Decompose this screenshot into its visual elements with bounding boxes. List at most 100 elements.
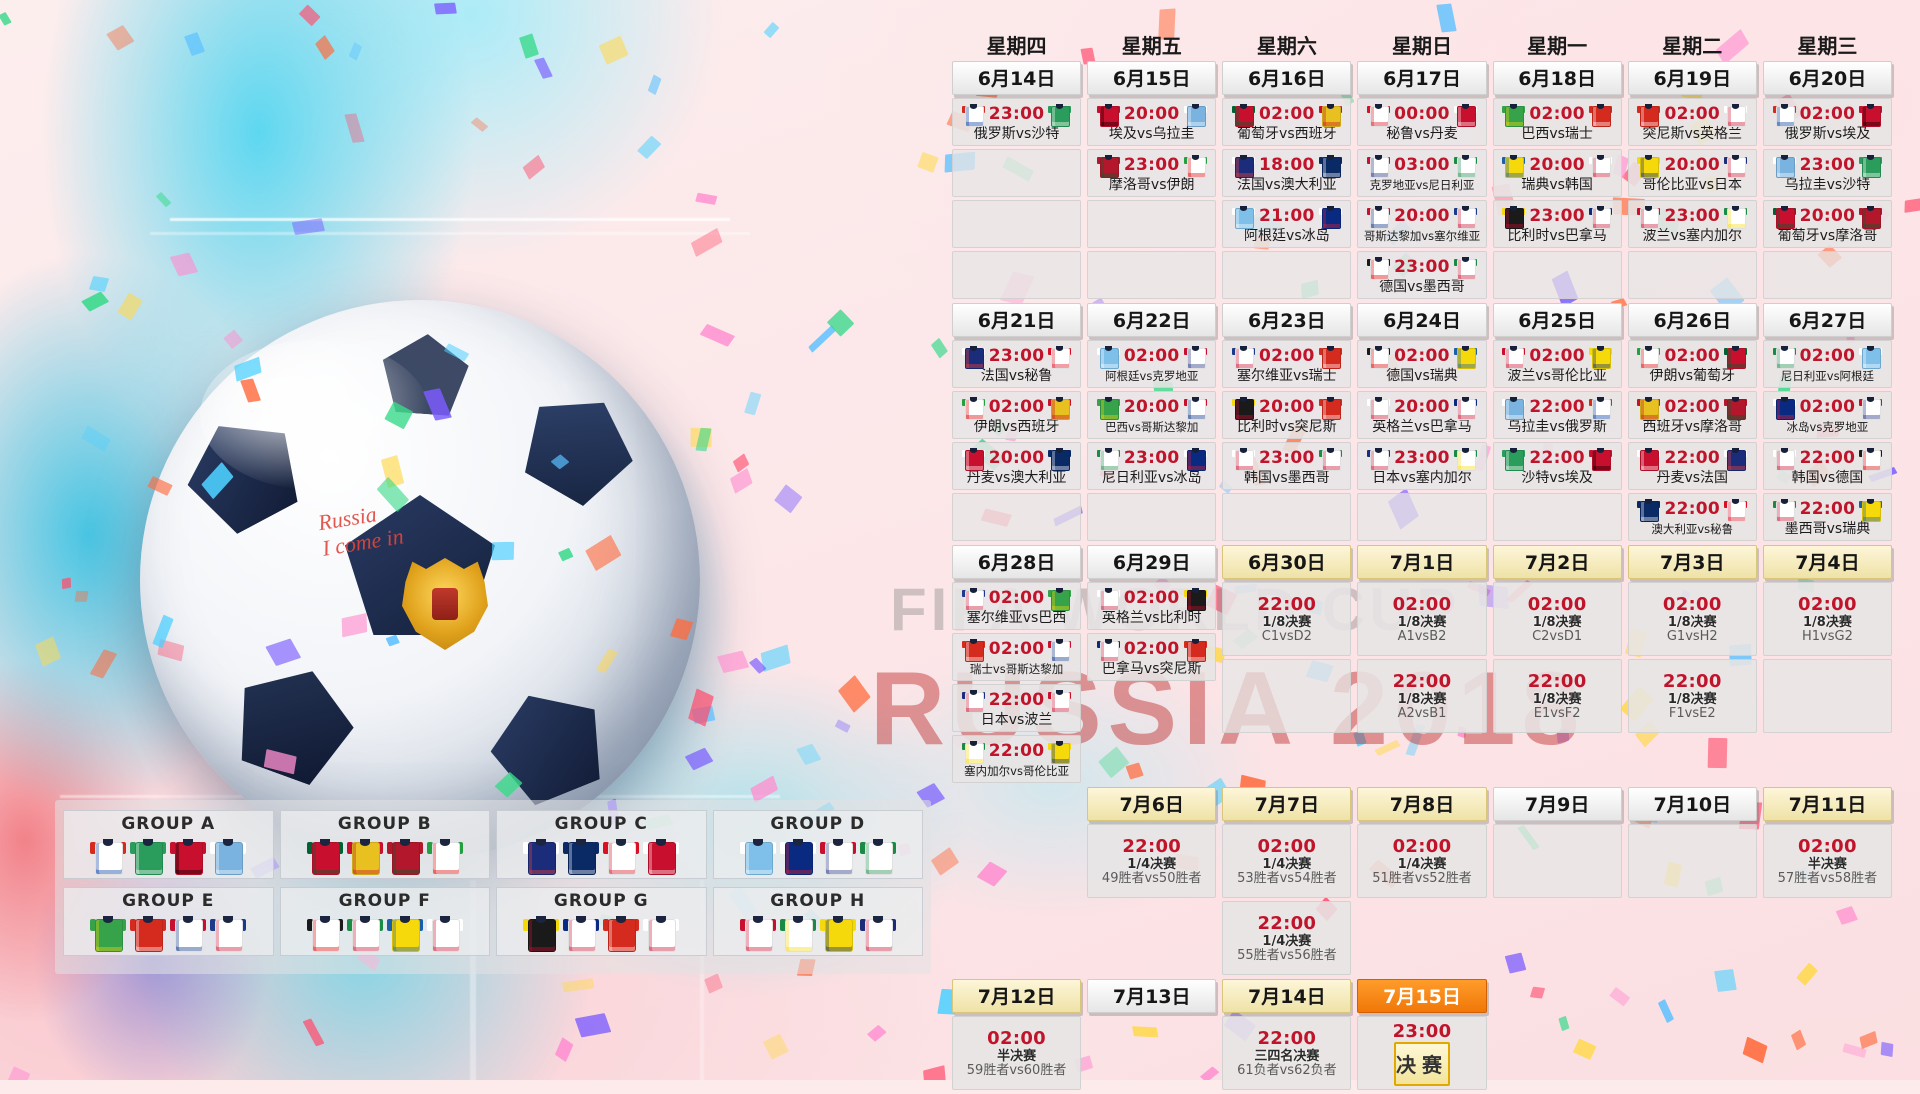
date-header-6月14日[interactable]: 6月14日 <box>952 61 1082 95</box>
group-box-group-b[interactable]: GROUP B <box>279 810 490 879</box>
match-cell[interactable]: 22:00 韩国vs德国 <box>1762 442 1892 490</box>
match-cell[interactable]: 22:00 乌拉圭vs俄罗斯 <box>1492 391 1622 439</box>
date-header-7月14日[interactable]: 7月14日 <box>1222 979 1352 1013</box>
match-cell[interactable]: 02:00 塞尔维亚vs瑞士 <box>1222 340 1352 388</box>
match-cell[interactable]: 20:00 埃及vs乌拉圭 <box>1087 98 1217 146</box>
match-cell[interactable]: 00:00 秘鲁vs丹麦 <box>1357 98 1487 146</box>
match-cell[interactable]: 22:00 沙特vs埃及 <box>1492 442 1622 490</box>
date-header-6月16日[interactable]: 6月16日 <box>1222 61 1352 95</box>
date-header-7月10日[interactable]: 7月10日 <box>1627 787 1757 821</box>
match-cell-knockout[interactable]: 02:00 1/8决赛 C2vsD1 <box>1492 582 1622 656</box>
match-cell[interactable]: 02:00 伊朗vs葡萄牙 <box>1627 340 1757 388</box>
match-cell[interactable]: 23:00 波兰vs塞内加尔 <box>1627 200 1757 248</box>
match-cell[interactable]: 02:00 塞尔维亚vs巴西 <box>952 582 1082 630</box>
match-cell[interactable]: 02:00 西班牙vs摩洛哥 <box>1627 391 1757 439</box>
date-header-7月4日[interactable]: 7月4日 <box>1762 545 1892 579</box>
match-cell[interactable]: 20:00 比利时vs突尼斯 <box>1222 391 1352 439</box>
match-cell[interactable]: 23:00 日本vs塞内加尔 <box>1357 442 1487 490</box>
match-cell-knockout[interactable]: 02:00 1/8决赛 A1vsB2 <box>1357 582 1487 656</box>
group-box-group-g[interactable]: GROUP G <box>496 887 707 956</box>
group-box-group-d[interactable]: GROUP D <box>712 810 923 879</box>
date-header-6月25日[interactable]: 6月25日 <box>1492 303 1622 337</box>
match-cell[interactable]: 23:00 法国vs秘鲁 <box>952 340 1082 388</box>
match-cell[interactable]: 20:00 英格兰vs巴拿马 <box>1357 391 1487 439</box>
date-header-6月23日[interactable]: 6月23日 <box>1222 303 1352 337</box>
match-cell[interactable]: 20:00 哥伦比亚vs日本 <box>1627 149 1757 197</box>
date-header-7月6日[interactable]: 7月6日 <box>1087 787 1217 821</box>
match-cell[interactable]: 23:00 德国vs墨西哥 <box>1357 251 1487 299</box>
date-header-6月22日[interactable]: 6月22日 <box>1087 303 1217 337</box>
match-cell[interactable]: 02:00 葡萄牙vs西班牙 <box>1222 98 1352 146</box>
match-cell[interactable]: 02:00 俄罗斯vs埃及 <box>1762 98 1892 146</box>
date-header-6月24日[interactable]: 6月24日 <box>1357 303 1487 337</box>
match-cell[interactable]: 20:00 丹麦vs澳大利亚 <box>952 442 1082 490</box>
date-header-7月3日[interactable]: 7月3日 <box>1627 545 1757 579</box>
match-cell[interactable]: 02:00 突尼斯vs英格兰 <box>1627 98 1757 146</box>
date-header-6月30日[interactable]: 6月30日 <box>1222 545 1352 579</box>
date-header-7月7日[interactable]: 7月7日 <box>1222 787 1352 821</box>
match-cell[interactable]: 02:00 巴西vs瑞士 <box>1492 98 1622 146</box>
match-cell[interactable]: 22:00 日本vs波兰 <box>952 684 1082 732</box>
match-cell[interactable]: 20:00 巴西vs哥斯达黎加 <box>1087 391 1217 439</box>
match-cell-knockout[interactable]: 02:00 1/4决赛 53胜者vs54胜者 <box>1222 824 1352 898</box>
date-header-6月15日[interactable]: 6月15日 <box>1087 61 1217 95</box>
date-header-7月11日[interactable]: 7月11日 <box>1762 787 1892 821</box>
match-cell[interactable]: 02:00 德国vs瑞典 <box>1357 340 1487 388</box>
match-cell-knockout[interactable]: 22:00 1/8决赛 E1vsF2 <box>1492 659 1622 733</box>
match-cell[interactable]: 02:00 尼日利亚vs阿根廷 <box>1762 340 1892 388</box>
match-cell[interactable]: 02:00 英格兰vs比利时 <box>1087 582 1217 630</box>
match-cell-knockout[interactable]: 22:00 1/4决赛 49胜者vs50胜者 <box>1087 824 1217 898</box>
match-cell[interactable]: 20:00 葡萄牙vs摩洛哥 <box>1762 200 1892 248</box>
date-header-7月9日[interactable]: 7月9日 <box>1492 787 1622 821</box>
match-cell-knockout[interactable]: 22:00 1/8决赛 A2vsB1 <box>1357 659 1487 733</box>
match-cell[interactable]: 22:00 塞内加尔vs哥伦比亚 <box>952 735 1082 783</box>
match-cell[interactable]: 02:00 波兰vs哥伦比亚 <box>1492 340 1622 388</box>
match-cell[interactable]: 23:00 摩洛哥vs伊朗 <box>1087 149 1217 197</box>
match-cell[interactable]: 23:00 韩国vs墨西哥 <box>1222 442 1352 490</box>
date-header-6月19日[interactable]: 6月19日 <box>1627 61 1757 95</box>
match-cell[interactable]: 22:00 丹麦vs法国 <box>1627 442 1757 490</box>
match-cell[interactable]: 20:00 瑞典vs韩国 <box>1492 149 1622 197</box>
match-cell-knockout[interactable]: 02:00 1/8决赛 H1vsG2 <box>1762 582 1892 656</box>
date-header-6月20日[interactable]: 6月20日 <box>1762 61 1892 95</box>
date-header-7月12日[interactable]: 7月12日 <box>952 979 1082 1013</box>
date-header-7月2日[interactable]: 7月2日 <box>1492 545 1622 579</box>
group-box-group-c[interactable]: GROUP C <box>496 810 707 879</box>
match-cell-final[interactable]: 23:00 决赛 <box>1357 1016 1487 1090</box>
group-box-group-h[interactable]: GROUP H <box>712 887 923 956</box>
match-cell-knockout[interactable]: 22:00 1/8决赛 C1vsD2 <box>1222 582 1352 656</box>
date-header-6月18日[interactable]: 6月18日 <box>1492 61 1622 95</box>
match-cell[interactable]: 02:00 瑞士vs哥斯达黎加 <box>952 633 1082 681</box>
match-cell[interactable]: 23:00 俄罗斯vs沙特 <box>952 98 1082 146</box>
match-cell-knockout[interactable]: 02:00 半决赛 57胜者vs58胜者 <box>1762 824 1892 898</box>
match-cell-knockout[interactable]: 22:00 1/4决赛 55胜者vs56胜者 <box>1222 901 1352 975</box>
match-cell[interactable]: 18:00 法国vs澳大利亚 <box>1222 149 1352 197</box>
match-cell[interactable]: 23:00 乌拉圭vs沙特 <box>1762 149 1892 197</box>
group-box-group-a[interactable]: GROUP A <box>63 810 274 879</box>
match-cell[interactable]: 02:00 巴拿马vs突尼斯 <box>1087 633 1217 681</box>
match-cell[interactable]: 02:00 阿根廷vs克罗地亚 <box>1087 340 1217 388</box>
match-cell-knockout[interactable]: 02:00 1/4决赛 51胜者vs52胜者 <box>1357 824 1487 898</box>
match-cell[interactable]: 22:00 澳大利亚vs秘鲁 <box>1627 493 1757 541</box>
date-header-7月15日[interactable]: 7月15日 <box>1357 979 1487 1013</box>
group-box-group-f[interactable]: GROUP F <box>279 887 490 956</box>
match-cell-knockout[interactable]: 02:00 1/8决赛 G1vsH2 <box>1627 582 1757 656</box>
group-box-group-e[interactable]: GROUP E <box>63 887 274 956</box>
date-header-6月29日[interactable]: 6月29日 <box>1087 545 1217 579</box>
match-cell[interactable]: 03:00 克罗地亚vs尼日利亚 <box>1357 149 1487 197</box>
match-cell[interactable]: 02:00 伊朗vs西班牙 <box>952 391 1082 439</box>
date-header-7月1日[interactable]: 7月1日 <box>1357 545 1487 579</box>
date-header-6月26日[interactable]: 6月26日 <box>1627 303 1757 337</box>
date-header-6月27日[interactable]: 6月27日 <box>1762 303 1892 337</box>
match-cell[interactable]: 23:00 尼日利亚vs冰岛 <box>1087 442 1217 490</box>
date-header-7月13日[interactable]: 7月13日 <box>1087 979 1217 1013</box>
match-cell[interactable]: 20:00 哥斯达黎加vs塞尔维亚 <box>1357 200 1487 248</box>
match-cell-knockout[interactable]: 02:00 半决赛 59胜者vs60胜者 <box>952 1016 1082 1090</box>
date-header-6月21日[interactable]: 6月21日 <box>952 303 1082 337</box>
date-header-7月8日[interactable]: 7月8日 <box>1357 787 1487 821</box>
match-cell-knockout[interactable]: 22:00 三四名决赛 61负者vs62负者 <box>1222 1016 1352 1090</box>
match-cell[interactable]: 23:00 比利时vs巴拿马 <box>1492 200 1622 248</box>
match-cell[interactable]: 02:00 冰岛vs克罗地亚 <box>1762 391 1892 439</box>
match-cell-knockout[interactable]: 22:00 1/8决赛 F1vsE2 <box>1627 659 1757 733</box>
date-header-6月17日[interactable]: 6月17日 <box>1357 61 1487 95</box>
